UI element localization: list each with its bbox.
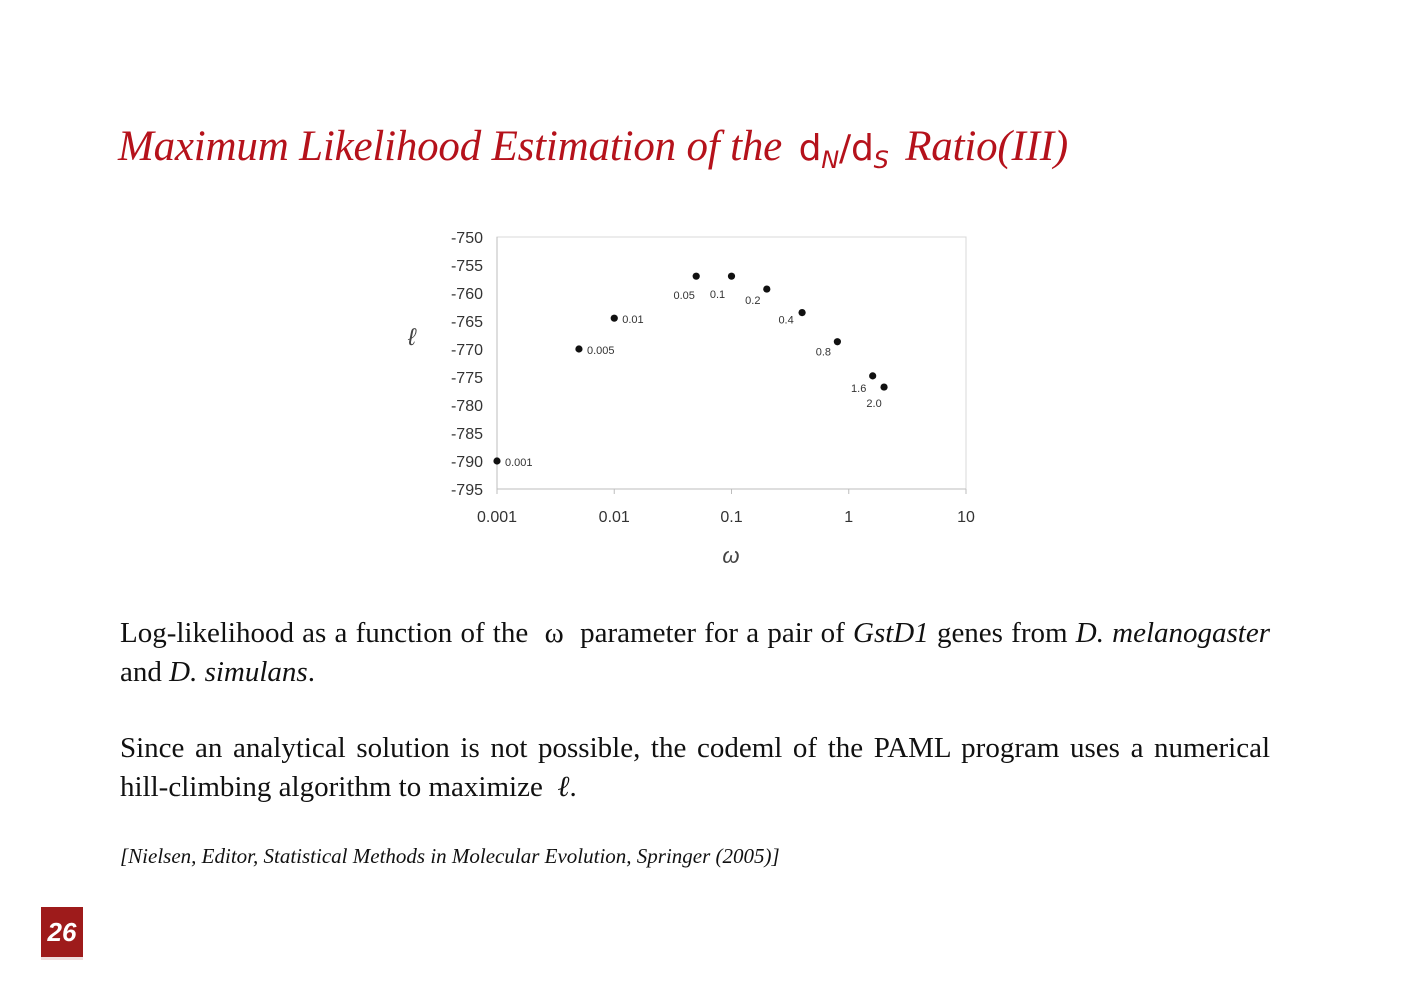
method-ell-symbol: ℓ [557,771,570,803]
data-label: 2.0 [866,398,881,410]
page-number: 26 [41,907,83,960]
title-text-post: Ratio(III) [905,123,1068,170]
data-point [493,457,501,465]
x-tick-label: 0.001 [477,509,517,526]
x-tick-label: 1 [844,509,853,526]
data-label: 0.1 [710,289,725,301]
y-tick-label: -775 [451,370,483,387]
y-tick-label: -785 [451,426,483,443]
x-axis-label: ω [722,543,739,568]
method-paragraph: Since an analytical solution is not poss… [120,729,1270,807]
caption-period: . [307,656,315,688]
caption-species-1: D. melanogaster [1075,617,1271,649]
x-tick-label: 0.1 [720,509,742,526]
data-label: 0.001 [505,457,533,469]
data-point [692,272,700,280]
x-tick-label: 10 [957,509,975,526]
title-text-pre: Maximum Likelihood Estimation of the [118,123,783,170]
y-tick-label: -770 [451,342,483,359]
data-point [833,338,841,346]
title-math-sub-s: S [873,146,889,175]
y-tick-label: -760 [451,286,483,303]
data-label: 0.8 [816,347,831,359]
y-tick-label: -795 [451,482,483,499]
data-point [869,372,877,380]
caption-species-2: D. simulans [169,656,308,688]
title-math-d2: d [850,128,874,169]
data-label: 0.4 [778,315,793,327]
y-axis-label: ℓ [407,324,417,351]
title-dn-ds-ratio: dN/dS [798,128,889,174]
data-point [763,285,771,293]
y-tick-label: -750 [451,230,483,247]
title-math-sub-n: N [821,146,839,175]
title-math-d1: d [798,128,822,169]
method-text: Since an analytical solution is not poss… [120,732,1270,803]
caption-gene-name: GstD1 [853,617,929,649]
likelihood-chart: -750 -755 -760 -765 -770 -775 -780 -785 -790 -795… [407,230,975,568]
data-label: 0.05 [673,290,694,302]
data-point [880,383,888,391]
caption-text-1: Log-likelihood as a function of the [120,617,529,649]
caption-omega: ω [544,617,564,649]
data-point [575,345,583,353]
data-point [798,309,806,317]
data-label: 0.005 [587,345,615,357]
data-label: 0.01 [622,314,643,326]
caption-paragraph: Log-likelihood as a function of the ω pa… [120,614,1270,692]
y-tick-label: -755 [451,258,483,275]
caption-text-2: parameter for a pair of [580,617,845,649]
method-period: . [569,771,577,803]
data-label: 0.2 [745,295,760,307]
y-tick-label: -790 [451,454,483,471]
caption-text-3: genes from [936,617,1068,649]
slide-title: Maximum Likelihood Estimation of the dN/… [118,122,1068,174]
y-tick-label: -765 [451,314,483,331]
caption-and: and [120,656,162,688]
title-math-slash: / [839,128,851,169]
data-point [727,272,736,280]
data-label: 1.6 [851,383,866,395]
citation: [Nielsen, Editor, Statistical Methods in… [120,844,780,868]
x-tick-label: 0.01 [599,509,630,526]
data-point [610,314,618,322]
y-tick-label: -780 [451,398,483,415]
